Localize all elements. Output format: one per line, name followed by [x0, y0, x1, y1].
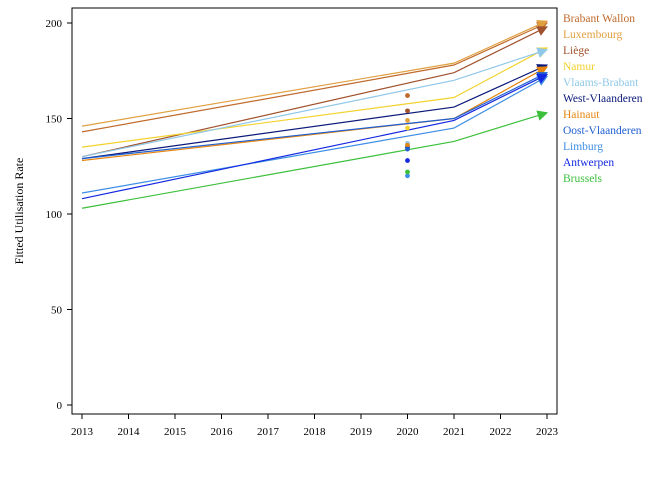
legend-entry: Vlaams-Brabant [563, 77, 639, 89]
series-arrowhead [536, 47, 549, 58]
legend-entry: Oost-Vlaanderen [563, 125, 642, 137]
legend-entry: Limburg [563, 141, 603, 153]
legend-entry: Liège [563, 45, 589, 57]
x-tick-label: 2021 [443, 426, 465, 438]
x-tick-label: 2016 [211, 426, 234, 438]
y-tick-label: 0 [57, 400, 63, 412]
series-lines [81, 20, 549, 209]
legend: Brabant Wallon Luxembourg Liège Namur Vlaams… [563, 13, 643, 185]
series-arrowhead [536, 74, 549, 84]
legend-entry: Hainaut [563, 109, 600, 121]
x-tick-label: 2022 [490, 426, 512, 438]
series-arrowhead [536, 26, 549, 36]
series-line [81, 112, 548, 209]
plot-frame [71, 7, 558, 415]
series-point-2020 [405, 125, 410, 131]
series-line [81, 20, 548, 127]
series-line [81, 75, 548, 194]
y-tick-label: 200 [46, 18, 63, 30]
series-point-2020 [405, 108, 410, 114]
series-point-2020 [405, 118, 410, 123]
legend-entry: Brussels [563, 173, 603, 185]
series-line [81, 72, 548, 160]
x-tick-label: 2023 [536, 426, 559, 438]
series-arrowhead [536, 110, 549, 121]
series-dots-2020 [405, 93, 410, 179]
x-tick-label: 2013 [71, 426, 94, 438]
y-tick-label: 150 [46, 114, 63, 126]
legend-entry: Namur [563, 61, 595, 73]
series-point-2020 [405, 146, 410, 152]
series-point-2020 [405, 93, 410, 98]
x-tick-label: 2015 [164, 426, 187, 438]
legend-entry: Antwerpen [563, 157, 614, 169]
x-tick-label: 2019 [350, 426, 373, 438]
x-tick-label: 2014 [118, 426, 141, 438]
x-axis: 2013 2014 2015 2016 2017 2018 2019 2020 2021 2022… [71, 414, 559, 438]
y-axis-label: Fitted Utilisation Rate [12, 158, 26, 265]
series-line [81, 22, 548, 133]
legend-entry: West-Vlaanderen [563, 93, 643, 105]
series-line [81, 47, 548, 148]
series-line [81, 74, 548, 200]
series-line [81, 49, 548, 158]
legend-entry: Brabant Wallon [563, 13, 635, 25]
series-point-2020 [405, 142, 410, 148]
x-tick-label: 2020 [397, 426, 420, 438]
series-point-2020 [405, 158, 410, 163]
x-tick-label: 2017 [257, 426, 280, 438]
series-line [81, 26, 548, 158]
series-arrowhead [536, 20, 549, 30]
series-line [81, 64, 548, 160]
series-point-2020 [405, 169, 410, 175]
y-axis: 0 50 100 150 200 [46, 18, 72, 412]
y-tick-label: 100 [46, 209, 63, 221]
x-tick-label: 2018 [304, 426, 327, 438]
series-arrowhead [536, 66, 548, 77]
legend-entry: Luxembourg [563, 29, 622, 41]
series-point-2020 [405, 173, 410, 179]
y-tick-label: 50 [51, 305, 63, 317]
